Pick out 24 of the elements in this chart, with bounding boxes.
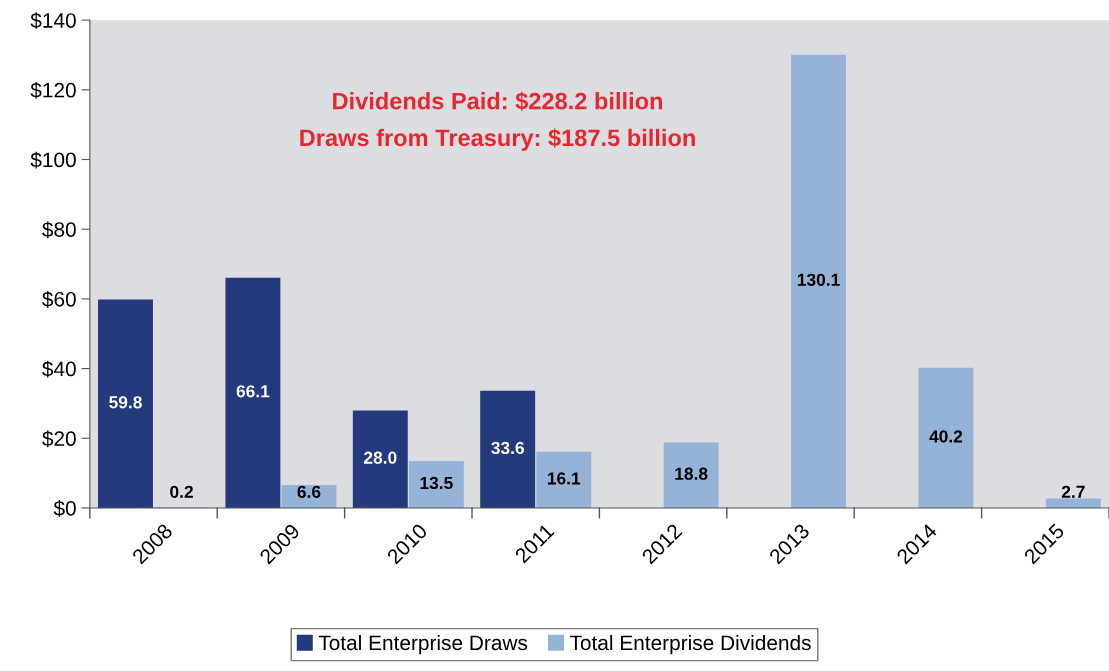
annotation: Draws from Treasury: $187.5 billion (300, 128, 695, 151)
y-tick-label: $20 (42, 430, 76, 448)
y-tick-label: $140 (30, 12, 76, 30)
data-label: 33.6 (491, 441, 524, 455)
y-tick-label: $100 (30, 151, 76, 169)
annotation: Dividends Paid: $228.2 billion (333, 91, 663, 111)
data-label: 59.8 (109, 396, 142, 409)
y-tick-label: $60 (42, 291, 76, 308)
y-tick-label: $120 (30, 81, 76, 99)
data-label: 6.6 (297, 485, 321, 498)
legend-label: Total Enterprise Draws (318, 634, 528, 655)
data-label: 18.8 (675, 467, 708, 480)
data-label: 130.1 (797, 273, 840, 286)
data-label: 40.2 (929, 430, 963, 443)
data-label: 2.7 (1061, 485, 1085, 498)
y-tick-label: $0 (53, 500, 76, 517)
y-tick-label: $40 (42, 360, 76, 378)
data-label: 0.2 (170, 485, 193, 498)
data-label: 28.0 (364, 451, 397, 464)
y-tick-label: $80 (42, 221, 76, 239)
data-label: 16.1 (547, 472, 581, 485)
legend-label: Total Enterprise Dividends (569, 634, 811, 655)
data-label: 66.1 (236, 385, 270, 398)
data-label: 13.5 (420, 476, 453, 490)
